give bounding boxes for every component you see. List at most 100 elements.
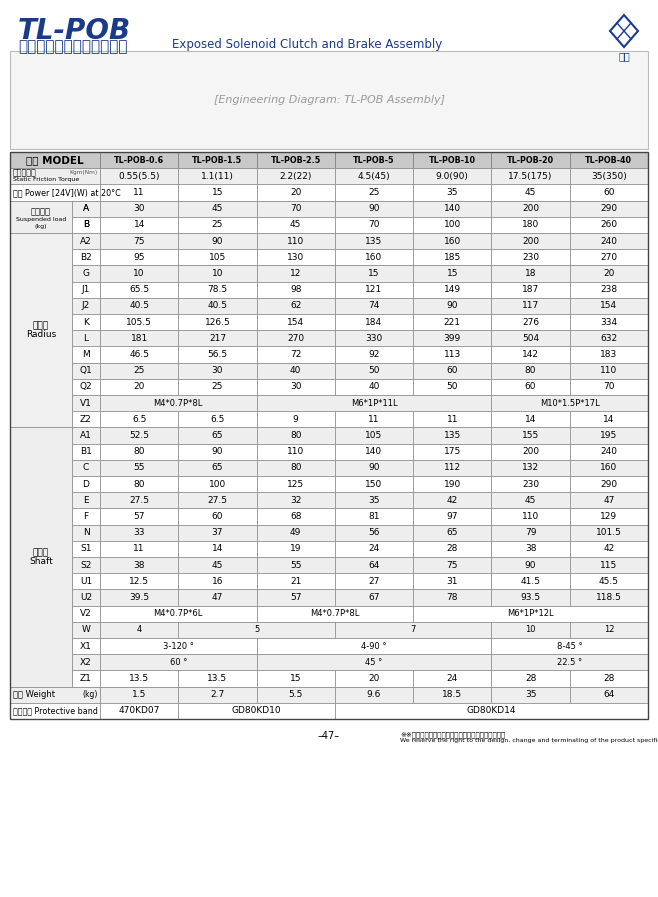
- Text: 9.0(90): 9.0(90): [436, 172, 468, 181]
- Bar: [570, 541, 648, 557]
- Text: 80: 80: [290, 464, 301, 473]
- Text: 105: 105: [365, 431, 382, 440]
- Bar: [335, 266, 413, 282]
- Text: N: N: [83, 528, 89, 537]
- Text: 93.5: 93.5: [520, 593, 541, 602]
- Bar: [100, 427, 178, 444]
- Bar: [10, 605, 72, 622]
- Bar: [100, 509, 178, 525]
- Text: 20: 20: [603, 269, 615, 278]
- Text: 40: 40: [290, 366, 301, 375]
- Text: 470KD07: 470KD07: [118, 707, 160, 716]
- Text: 112: 112: [443, 464, 461, 473]
- Bar: [178, 266, 257, 282]
- Bar: [335, 525, 413, 541]
- Bar: [257, 492, 335, 509]
- Bar: [10, 266, 72, 282]
- Text: 334: 334: [600, 318, 617, 327]
- Text: A1: A1: [80, 431, 92, 440]
- Text: K: K: [83, 318, 89, 327]
- Text: 11: 11: [447, 414, 458, 423]
- Text: 70: 70: [603, 382, 615, 391]
- Bar: [100, 395, 257, 411]
- Text: 290: 290: [600, 205, 617, 213]
- Bar: [100, 444, 178, 460]
- Text: 41.5: 41.5: [520, 577, 541, 586]
- Text: 80: 80: [134, 448, 145, 457]
- Bar: [100, 330, 178, 346]
- Bar: [178, 460, 257, 476]
- Bar: [178, 589, 257, 605]
- Bar: [10, 346, 72, 362]
- Text: X2: X2: [80, 658, 92, 666]
- Bar: [570, 266, 648, 282]
- Text: 49: 49: [290, 528, 301, 537]
- Bar: [10, 201, 72, 217]
- Text: M6*1P*12L: M6*1P*12L: [507, 609, 554, 618]
- Bar: [10, 249, 72, 266]
- Text: 4-90 °: 4-90 °: [361, 641, 387, 650]
- Bar: [10, 217, 72, 233]
- Bar: [10, 525, 72, 541]
- Bar: [100, 152, 178, 169]
- Text: 118.5: 118.5: [596, 593, 622, 602]
- Bar: [413, 444, 492, 460]
- Text: 140: 140: [443, 205, 461, 213]
- Text: 14: 14: [134, 221, 145, 230]
- Text: 45: 45: [525, 496, 536, 505]
- Text: GD80KD10: GD80KD10: [232, 707, 282, 716]
- Bar: [413, 249, 492, 266]
- Text: Static Friction Torque: Static Friction Torque: [13, 178, 79, 182]
- Bar: [72, 249, 100, 266]
- Bar: [413, 282, 492, 298]
- Text: 150: 150: [365, 480, 382, 489]
- Text: 40: 40: [368, 382, 380, 391]
- Bar: [100, 589, 178, 605]
- Text: 35(350): 35(350): [591, 172, 626, 181]
- Bar: [570, 169, 648, 185]
- Bar: [570, 379, 648, 395]
- Text: 47: 47: [603, 496, 615, 505]
- Bar: [257, 427, 335, 444]
- Text: 121: 121: [365, 285, 382, 294]
- Bar: [178, 509, 257, 525]
- Bar: [570, 314, 648, 330]
- Bar: [570, 573, 648, 589]
- Bar: [413, 298, 492, 314]
- Text: 56.5: 56.5: [207, 350, 228, 359]
- Text: 238: 238: [600, 285, 617, 294]
- Bar: [492, 444, 570, 460]
- Text: Q1: Q1: [80, 366, 92, 375]
- Text: 15: 15: [290, 674, 301, 683]
- Text: 42: 42: [603, 544, 615, 553]
- Text: M: M: [82, 350, 90, 359]
- Text: 90: 90: [525, 561, 536, 570]
- Bar: [492, 152, 570, 169]
- Text: 2.2(22): 2.2(22): [280, 172, 312, 181]
- Text: 270: 270: [600, 253, 617, 262]
- Text: 16: 16: [212, 577, 223, 586]
- Bar: [178, 152, 257, 169]
- Text: TL-POB: TL-POB: [18, 17, 131, 45]
- Bar: [178, 379, 257, 395]
- Bar: [570, 282, 648, 298]
- Bar: [413, 314, 492, 330]
- Text: TL-POB-10: TL-POB-10: [429, 155, 476, 165]
- Text: 154: 154: [287, 318, 304, 327]
- Bar: [178, 686, 257, 703]
- Text: 70: 70: [368, 221, 380, 230]
- Bar: [72, 654, 100, 670]
- Bar: [72, 460, 100, 476]
- Bar: [10, 573, 72, 589]
- Text: Suspended load: Suspended load: [16, 217, 66, 222]
- Text: 47: 47: [212, 593, 223, 602]
- Text: 126.5: 126.5: [205, 318, 230, 327]
- Bar: [100, 314, 178, 330]
- Bar: [72, 266, 100, 282]
- Bar: [335, 233, 413, 249]
- Bar: [72, 509, 100, 525]
- Text: 14: 14: [525, 414, 536, 423]
- Bar: [570, 444, 648, 460]
- Bar: [100, 557, 178, 573]
- Bar: [178, 362, 257, 379]
